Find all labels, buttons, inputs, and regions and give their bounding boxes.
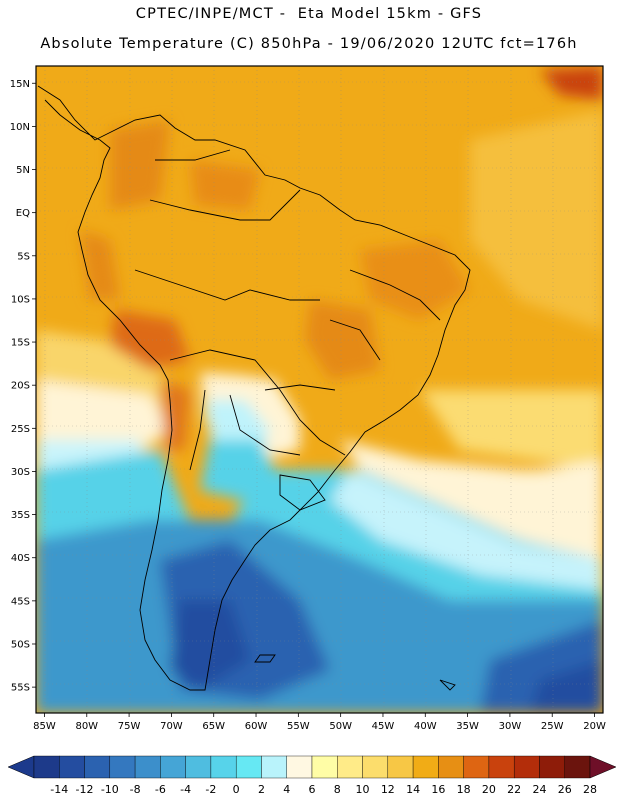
colorbar-swatch — [412, 755, 439, 779]
colorbar-label: 26 — [558, 783, 572, 796]
lon-label: 55W — [287, 721, 310, 732]
lat-label: 10N — [10, 122, 30, 133]
colorbar-label: 6 — [309, 783, 316, 796]
colorbar-swatch — [463, 755, 490, 779]
colorbar-label: -8 — [130, 783, 141, 796]
title-line-2: Absolute Temperature (C) 850hPa - 19/06/… — [40, 36, 578, 52]
lat-label: 10S — [11, 294, 30, 305]
colorbar-over-arrow — [589, 755, 617, 779]
lat-label: 50S — [11, 639, 30, 650]
lon-label: 30W — [499, 721, 522, 732]
colorbar-swatch — [235, 755, 262, 779]
lat-label: 35S — [11, 510, 30, 521]
lat-label: EQ — [16, 208, 30, 219]
lon-label: 40W — [414, 721, 437, 732]
colorbar-label: -12 — [76, 783, 94, 796]
colorbar-label: 16 — [431, 783, 445, 796]
colorbar-label: -14 — [50, 783, 68, 796]
colorbar-swatch — [210, 755, 237, 779]
grid-lines — [36, 66, 603, 713]
colorbar-swatch — [387, 755, 414, 779]
lon-label: 45W — [372, 721, 395, 732]
colorbar-label: 14 — [406, 783, 420, 796]
colorbar-label: -4 — [180, 783, 191, 796]
temperature-field — [36, 66, 603, 713]
lon-label: 60W — [245, 721, 268, 732]
latitude-axis: 15N 10N 5N EQ 5S 10S 15S 20S 25S 30S 35S 40S 45S 50S 5… — [10, 79, 36, 694]
colorbar-label: -6 — [155, 783, 166, 796]
colorbar-swatch — [337, 755, 363, 779]
colorbar-swatch — [134, 755, 161, 779]
colorbar-swatch — [33, 755, 60, 779]
lat-label: 25S — [11, 424, 30, 435]
lon-label: 35W — [456, 721, 479, 732]
lon-label: 65W — [202, 721, 225, 732]
colorbar-swatch — [564, 755, 591, 779]
colorbar-label: 8 — [334, 783, 341, 796]
lat-label: 5S — [17, 251, 30, 262]
lon-label: 80W — [75, 721, 98, 732]
lat-label: 45S — [11, 596, 30, 607]
colorbar-swatch — [286, 755, 313, 779]
colorbar-label: 20 — [482, 783, 496, 796]
colorbar-swatch — [311, 755, 338, 779]
temperature-map: 85W 80W 75W 70W 65W 60W 55W 50W 45W 40W 35W 30W 25W 2… — [10, 65, 606, 732]
colorbar-swatch — [539, 755, 565, 779]
colorbar-swatch — [261, 755, 287, 779]
lon-label: 85W — [33, 721, 56, 732]
lat-label: 40S — [11, 553, 30, 564]
colorbar-label: 4 — [283, 783, 290, 796]
colorbar-swatch — [185, 755, 212, 779]
colorbar-label: -10 — [101, 783, 119, 796]
colorbar: -14 -12 -10 -8 -6 -4 -2 0 2 4 6 8 10 12 14 16 18 20 22 24 26… — [7, 755, 617, 796]
colorbar-swatch — [362, 755, 389, 779]
colorbar-label: 28 — [583, 783, 597, 796]
lat-label: 20S — [11, 381, 30, 392]
lon-label: 70W — [160, 721, 183, 732]
colorbar-label: 2 — [258, 783, 265, 796]
colorbar-swatch — [488, 755, 515, 779]
lon-label: 50W — [329, 721, 352, 732]
lat-label: 30S — [11, 467, 30, 478]
colorbar-label: 12 — [381, 783, 395, 796]
colorbar-swatch — [84, 755, 111, 779]
colorbar-under-arrow — [7, 755, 35, 779]
title-line-1: CPTEC/INPE/MCT - Eta Model 15km - GFS — [135, 6, 483, 22]
colorbar-label: 18 — [457, 783, 471, 796]
colorbar-label: 10 — [356, 783, 370, 796]
lat-label: 55S — [11, 683, 30, 694]
colorbar-swatch — [160, 755, 186, 779]
colorbar-swatch — [438, 755, 464, 779]
lat-label: 5N — [16, 165, 30, 176]
colorbar-label: -2 — [205, 783, 216, 796]
colorbar-swatch — [109, 755, 136, 779]
lat-label: 15S — [11, 338, 30, 349]
lon-label: 20W — [583, 721, 606, 732]
longitude-axis: 85W 80W 75W 70W 65W 60W 55W 50W 45W 40W 35W 30W 25W 2… — [33, 713, 606, 732]
colorbar-swatch — [59, 755, 85, 779]
colorbar-swatch — [513, 755, 540, 779]
colorbar-label: 0 — [233, 783, 240, 796]
colorbar-label: 22 — [507, 783, 521, 796]
lon-label: 25W — [541, 721, 564, 732]
lon-label: 75W — [118, 721, 141, 732]
coastlines — [37, 85, 471, 691]
colorbar-label: 24 — [532, 783, 546, 796]
lat-label: 15N — [10, 79, 30, 90]
